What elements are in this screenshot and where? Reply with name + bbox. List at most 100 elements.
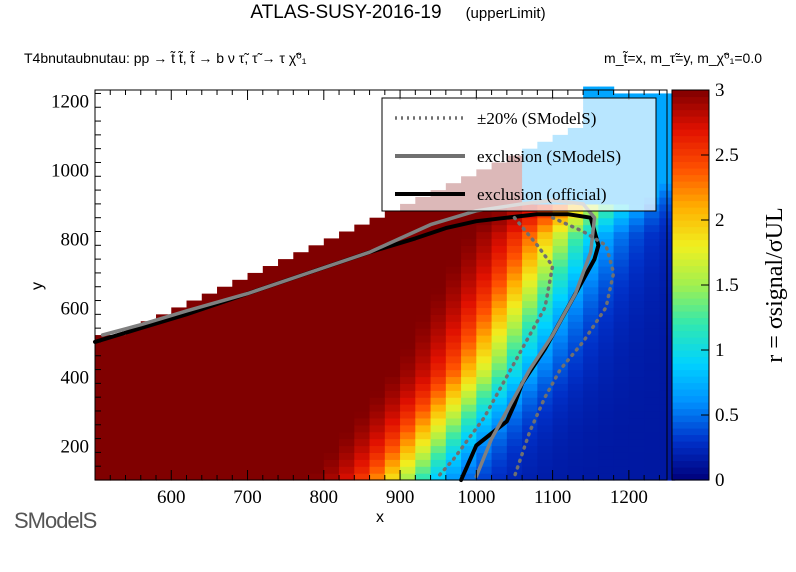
heatmap-cell — [522, 335, 538, 343]
series-line-2 — [512, 215, 616, 479]
heatmap-cell — [369, 224, 386, 233]
heatmap-cell — [125, 376, 142, 384]
heatmap-cell — [339, 424, 355, 433]
heatmap-cell — [400, 452, 416, 460]
heatmap-cell — [430, 348, 447, 357]
colorbar-tick-label: 0 — [715, 470, 725, 491]
heatmap-cell — [583, 431, 599, 440]
heatmap-cell — [400, 300, 416, 309]
heatmap-cell — [461, 314, 477, 322]
heatmap-cell — [552, 383, 569, 391]
heatmap-cell — [278, 445, 294, 453]
heatmap-cell — [369, 300, 386, 309]
heatmap-cell — [217, 473, 233, 481]
heatmap-cell — [308, 348, 325, 357]
heatmap-cell — [644, 397, 660, 405]
color-scale: 0 0.5 1 1.5 2 2.5 3 — [671, 80, 739, 491]
legend-label: exclusion (SModelS) — [477, 147, 621, 166]
heatmap-cell — [339, 452, 355, 460]
heatmap-cell — [110, 383, 127, 391]
heatmap-cell — [537, 328, 554, 336]
heatmap-cell — [461, 286, 477, 295]
heatmap-cell — [308, 321, 325, 329]
heatmap-cell — [232, 445, 249, 453]
heatmap-cell — [476, 397, 493, 405]
heatmap-cell — [552, 272, 569, 281]
heatmap-cell — [430, 369, 447, 378]
heatmap-cell — [567, 431, 584, 440]
heatmap-cell — [644, 417, 660, 426]
heatmap-cell — [323, 397, 340, 405]
heatmap-cell — [186, 473, 203, 481]
heatmap-cell — [583, 424, 599, 433]
heatmap-cell — [644, 383, 660, 391]
heatmap-cell — [125, 404, 142, 412]
heatmap-cell — [217, 314, 233, 322]
heatmap-cell — [430, 341, 447, 350]
colorbar-step — [672, 402, 709, 410]
heatmap-cell — [110, 431, 127, 440]
heatmap-cell — [583, 279, 599, 288]
heatmap-cell — [445, 224, 462, 233]
heatmap-cell — [247, 438, 264, 447]
heatmap-cell — [354, 452, 371, 460]
heatmap-cell — [369, 445, 386, 453]
heatmap-cell — [491, 335, 508, 343]
heatmap-cell — [613, 369, 630, 378]
heatmap-cell — [262, 417, 279, 426]
y-tick-label: 1000 — [51, 160, 89, 181]
heatmap-cell — [125, 445, 142, 453]
heatmap-cell — [628, 438, 645, 447]
heatmap-cell — [110, 341, 127, 350]
heatmap-cell — [491, 307, 508, 315]
heatmap-cell — [461, 238, 477, 246]
heatmap-cell — [430, 293, 447, 302]
heatmap-cell — [110, 424, 127, 433]
heatmap-cell — [598, 376, 615, 384]
heatmap-cell — [400, 252, 416, 260]
heatmap-cell — [522, 259, 538, 267]
heatmap-cell — [552, 459, 569, 467]
heatmap-cell — [400, 259, 416, 267]
heatmap-cell — [613, 452, 630, 460]
heatmap-cell — [339, 410, 355, 419]
heatmap-cell — [186, 314, 203, 322]
heatmap-cell — [384, 445, 401, 453]
heatmap-cell — [354, 348, 371, 357]
heatmap-cell — [491, 224, 508, 233]
heatmap-cell — [201, 431, 218, 440]
colorbar-step — [672, 213, 709, 221]
heatmap-cell — [415, 266, 432, 274]
heatmap-cell — [430, 459, 447, 467]
heatmap-cell — [506, 210, 523, 219]
heatmap-cell — [522, 321, 538, 329]
heatmap-cell — [201, 424, 218, 433]
heatmap-cell — [644, 424, 660, 433]
heatmap-cell — [445, 328, 462, 336]
heatmap-cell — [171, 328, 188, 336]
heatmap-cell — [552, 417, 569, 426]
heatmap-cell — [415, 245, 432, 253]
heatmap-cell — [369, 383, 386, 391]
heatmap-cell — [567, 238, 584, 246]
heatmap-cell — [598, 355, 615, 364]
heatmap-cell — [278, 397, 294, 405]
heatmap-cell — [567, 266, 584, 274]
heatmap-cell — [140, 390, 157, 398]
heatmap-cell — [354, 459, 371, 467]
heatmap-cell — [598, 383, 615, 391]
heatmap-cell — [461, 452, 477, 460]
heatmap-cell — [140, 376, 157, 384]
heatmap-cell — [293, 376, 310, 384]
heatmap-cell — [644, 307, 660, 315]
heatmap-cell — [354, 473, 371, 481]
heatmap-cell — [369, 259, 386, 267]
heatmap-cell — [552, 286, 569, 295]
heatmap-cell — [598, 321, 615, 329]
heatmap-cell — [552, 390, 569, 398]
heatmap-cell — [506, 459, 523, 467]
heatmap-cell — [278, 438, 294, 447]
heatmap-cell — [201, 452, 218, 460]
heatmap-cell — [628, 431, 645, 440]
heatmap-cell — [461, 307, 477, 315]
